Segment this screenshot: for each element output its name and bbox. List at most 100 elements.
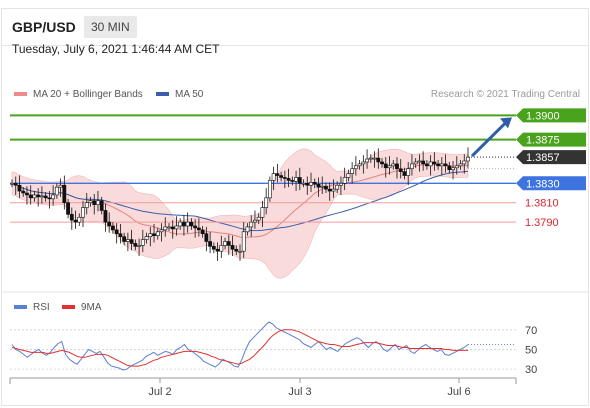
candle-body [234, 248, 239, 252]
candle-body [316, 183, 321, 188]
candle-body [174, 225, 179, 230]
legend-ma50-swatch [156, 92, 169, 96]
candle-body [152, 233, 156, 236]
candle-body [436, 163, 440, 167]
candle-body [301, 183, 306, 185]
candle-body [268, 180, 272, 199]
candle-body [96, 200, 100, 205]
rsi-line [11, 321, 469, 371]
last-price-tag [516, 150, 586, 165]
candle-body [443, 163, 448, 167]
candle-body [51, 194, 56, 200]
candle-body [380, 161, 384, 165]
candle-body [290, 180, 295, 182]
candle-body [25, 192, 29, 196]
candle-body [368, 157, 373, 160]
candle-body [66, 202, 70, 215]
candle-body [204, 233, 209, 242]
candle-body [279, 175, 284, 178]
candle-body [211, 246, 216, 250]
candle-body [320, 185, 325, 188]
level-label-1.3790: 1.3790 [525, 217, 559, 229]
candle-body [54, 186, 59, 196]
candle-body [372, 157, 377, 160]
legend-ma20-swatch [14, 92, 27, 96]
candle-body [413, 161, 418, 165]
candle-body [353, 165, 358, 170]
copyright-text: Research © 2021 Trading Central [431, 89, 580, 100]
candle-body [40, 195, 44, 198]
candle-body [462, 160, 467, 165]
candle-body [309, 182, 313, 186]
candle-body [73, 219, 78, 223]
candle-body [223, 241, 227, 246]
candle-body [421, 160, 426, 165]
candle-body [324, 185, 328, 190]
candle-body [245, 226, 250, 233]
candle-body [271, 173, 276, 181]
candle-body [185, 221, 190, 227]
candle-body [47, 197, 52, 200]
candle-body [286, 178, 291, 181]
candle-body [107, 221, 112, 227]
candle-body [458, 163, 463, 167]
candle-body [144, 236, 149, 240]
candle-body [428, 161, 433, 167]
candle-body [424, 163, 429, 167]
level-tag-1.3875 [516, 132, 586, 147]
candle-body [69, 214, 74, 221]
candle-body [215, 248, 220, 252]
level-tag-1.3830 [516, 176, 586, 191]
candle-body [167, 226, 171, 229]
candle-body [398, 168, 403, 172]
timeframe-badge[interactable]: 30 MIN [84, 16, 137, 38]
candle-body [81, 207, 85, 218]
forecast-arrow-shaft [470, 121, 508, 158]
candle-body [88, 200, 93, 203]
candle-body [264, 197, 269, 208]
candle-body [238, 250, 242, 253]
candle-body [376, 157, 381, 163]
candle-body [92, 200, 97, 205]
candle-body [13, 183, 18, 186]
legend-ma50-label: MA 50 [175, 89, 204, 100]
candle-body [111, 225, 115, 231]
candle-body [357, 163, 362, 167]
candle-body [439, 163, 444, 167]
candle-body [432, 161, 437, 165]
candle-body [305, 183, 310, 186]
candle-body [208, 241, 212, 247]
candle-body [342, 177, 347, 184]
chart-datetime: Tuesday, July 6, 2021 1:46:44 AM CET [12, 42, 220, 56]
legend-rsi-label: RSI [33, 302, 50, 313]
legend-ma20-label: MA 20 + Bollinger Bands [33, 89, 143, 100]
candle-body [43, 195, 48, 199]
candle-body [103, 210, 108, 223]
candle-body [253, 219, 257, 223]
level-label-1.3900: 1.3900 [526, 110, 560, 122]
candle-body [32, 194, 37, 199]
candle-body [417, 160, 422, 163]
candle-body [387, 165, 392, 169]
candle-body [62, 184, 67, 204]
ma20-line [11, 163, 469, 238]
rsi-tick-70: 70 [525, 325, 537, 337]
candle-body [178, 221, 183, 227]
candle-body [155, 231, 160, 236]
rsi-tick-50: 50 [525, 344, 537, 356]
candle-body [383, 163, 388, 169]
level-label-1.3875: 1.3875 [526, 135, 560, 147]
candle-body [451, 167, 455, 171]
candle-body [99, 200, 104, 211]
x-tick-label: Jul 6 [447, 386, 470, 398]
candle-body [219, 245, 224, 252]
candle-body [114, 229, 119, 235]
candle-body [189, 221, 194, 227]
candle-body [170, 226, 175, 230]
legend-9ma-swatch [62, 305, 75, 309]
candle-body [466, 156, 470, 162]
candle-body [58, 184, 63, 188]
level-label-1.3830: 1.3830 [526, 178, 560, 190]
chart-header: GBP/USD 30 MIN [2, 9, 588, 46]
rsi-tick-30: 30 [525, 364, 537, 376]
